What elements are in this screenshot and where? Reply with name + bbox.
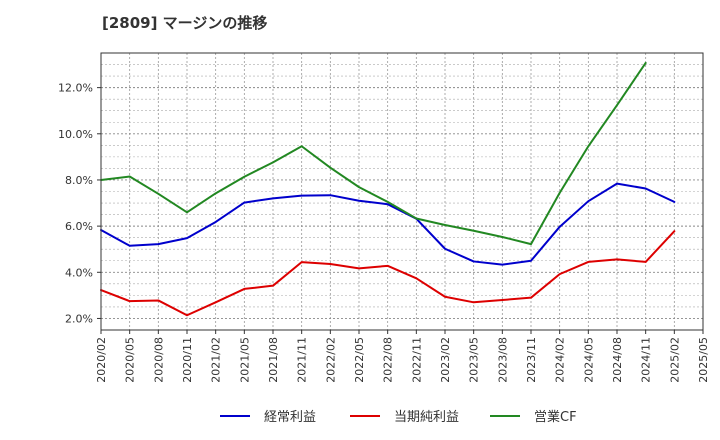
data-point: [415, 277, 418, 280]
data-point: [243, 175, 246, 178]
data-point: [272, 284, 274, 287]
data-point: [128, 175, 131, 178]
x-tick-label: 2025/05: [697, 337, 710, 383]
x-axis: 2020/02 2020/05 2020/08 2020/11 2021/02 2021/…: [95, 330, 710, 383]
data-point: [186, 211, 188, 214]
data-point: [300, 261, 303, 263]
x-tick-label: 2022/02: [324, 337, 337, 383]
x-tick-label: 2022/05: [353, 337, 366, 383]
data-point: [558, 273, 561, 275]
data-point: [444, 295, 446, 298]
legend: 経常利益 当期純利益 営業CF: [220, 409, 577, 425]
data-point: [530, 243, 532, 245]
data-point: [214, 221, 217, 223]
data-point: [128, 244, 131, 247]
y-tick-label: 6.0%: [65, 220, 93, 233]
y-tick-label: 12.0%: [58, 82, 93, 95]
data-point: [214, 301, 217, 304]
x-tick-label: 2021/08: [267, 337, 280, 383]
data-point: [444, 224, 446, 226]
data-point: [272, 161, 274, 164]
data-point: [186, 237, 188, 239]
data-point: [644, 187, 647, 190]
data-point: [157, 299, 160, 302]
data-point: [616, 258, 618, 261]
y-tick-label: 10.0%: [58, 128, 93, 141]
x-tick-label: 2023/08: [496, 337, 509, 383]
x-tick-label: 2020/08: [152, 337, 165, 383]
data-point: [358, 267, 360, 270]
data-point: [530, 259, 532, 262]
data-point: [214, 192, 217, 195]
x-tick-label: 2020/02: [95, 337, 108, 383]
y-axis: 2.0% 4.0% 6.0% 8.0% 10.0% 12.0%: [58, 82, 101, 325]
data-point: [300, 194, 303, 197]
x-tick-label: 2023/02: [439, 337, 452, 383]
data-point: [472, 301, 475, 304]
data-point: [644, 261, 647, 263]
data-point: [472, 229, 475, 232]
data-point: [472, 260, 475, 263]
data-point: [128, 300, 131, 302]
x-tick-label: 2022/11: [410, 337, 423, 383]
x-tick-label: 2024/05: [582, 337, 595, 383]
x-tick-label: 2023/05: [468, 337, 481, 383]
data-point: [673, 201, 676, 203]
data-point: [186, 314, 188, 317]
data-point: [272, 197, 274, 200]
data-point: [673, 230, 676, 233]
data-point: [329, 194, 332, 196]
data-point: [587, 145, 590, 148]
y-tick-label: 4.0%: [65, 266, 93, 279]
data-point: [300, 145, 303, 148]
data-point: [157, 193, 160, 195]
grid: [101, 53, 703, 330]
x-tick-label: 2025/02: [668, 337, 681, 383]
x-tick-label: 2020/05: [124, 337, 137, 383]
data-point: [386, 203, 389, 205]
data-point: [501, 263, 504, 266]
data-point: [501, 236, 504, 238]
x-tick-label: 2020/11: [181, 337, 194, 383]
data-point: [501, 299, 504, 301]
legend-label: 営業CF: [534, 409, 577, 425]
data-point: [644, 62, 647, 64]
series-line: [100, 182, 676, 266]
data-point: [616, 182, 618, 185]
data-point: [444, 247, 446, 250]
data-point: [587, 200, 590, 202]
y-tick-label: 8.0%: [65, 174, 93, 187]
data-point: [616, 104, 618, 106]
data-point: [329, 166, 332, 169]
data-point: [157, 243, 160, 245]
x-tick-label: 2024/11: [640, 337, 653, 383]
x-tick-label: 2024/02: [554, 337, 567, 383]
plot-frame: [100, 52, 704, 331]
y-tick-label: 2.0%: [65, 312, 93, 325]
chart-title: [2809] マージンの推移: [102, 14, 268, 32]
data-point: [329, 263, 332, 265]
data-point: [558, 226, 561, 228]
data-point: [243, 288, 246, 290]
data-point: [558, 192, 561, 194]
data-point: [530, 296, 532, 299]
data-point: [386, 265, 389, 267]
series-line: [100, 61, 647, 246]
x-tick-label: 2022/08: [382, 337, 395, 383]
data-point: [386, 201, 389, 203]
data-point: [358, 199, 360, 202]
x-tick-label: 2023/11: [525, 337, 538, 383]
legend-label: 当期純利益: [394, 410, 459, 425]
x-tick-label: 2021/05: [238, 337, 251, 383]
series-lines: [100, 61, 676, 317]
x-tick-label: 2024/08: [611, 337, 624, 383]
x-tick-label: 2021/02: [210, 337, 223, 383]
data-point: [415, 217, 418, 220]
data-point: [358, 186, 360, 188]
x-tick-label: 2021/11: [296, 337, 309, 383]
legend-label: 経常利益: [264, 410, 316, 425]
data-point: [587, 261, 590, 263]
data-point: [243, 201, 246, 204]
